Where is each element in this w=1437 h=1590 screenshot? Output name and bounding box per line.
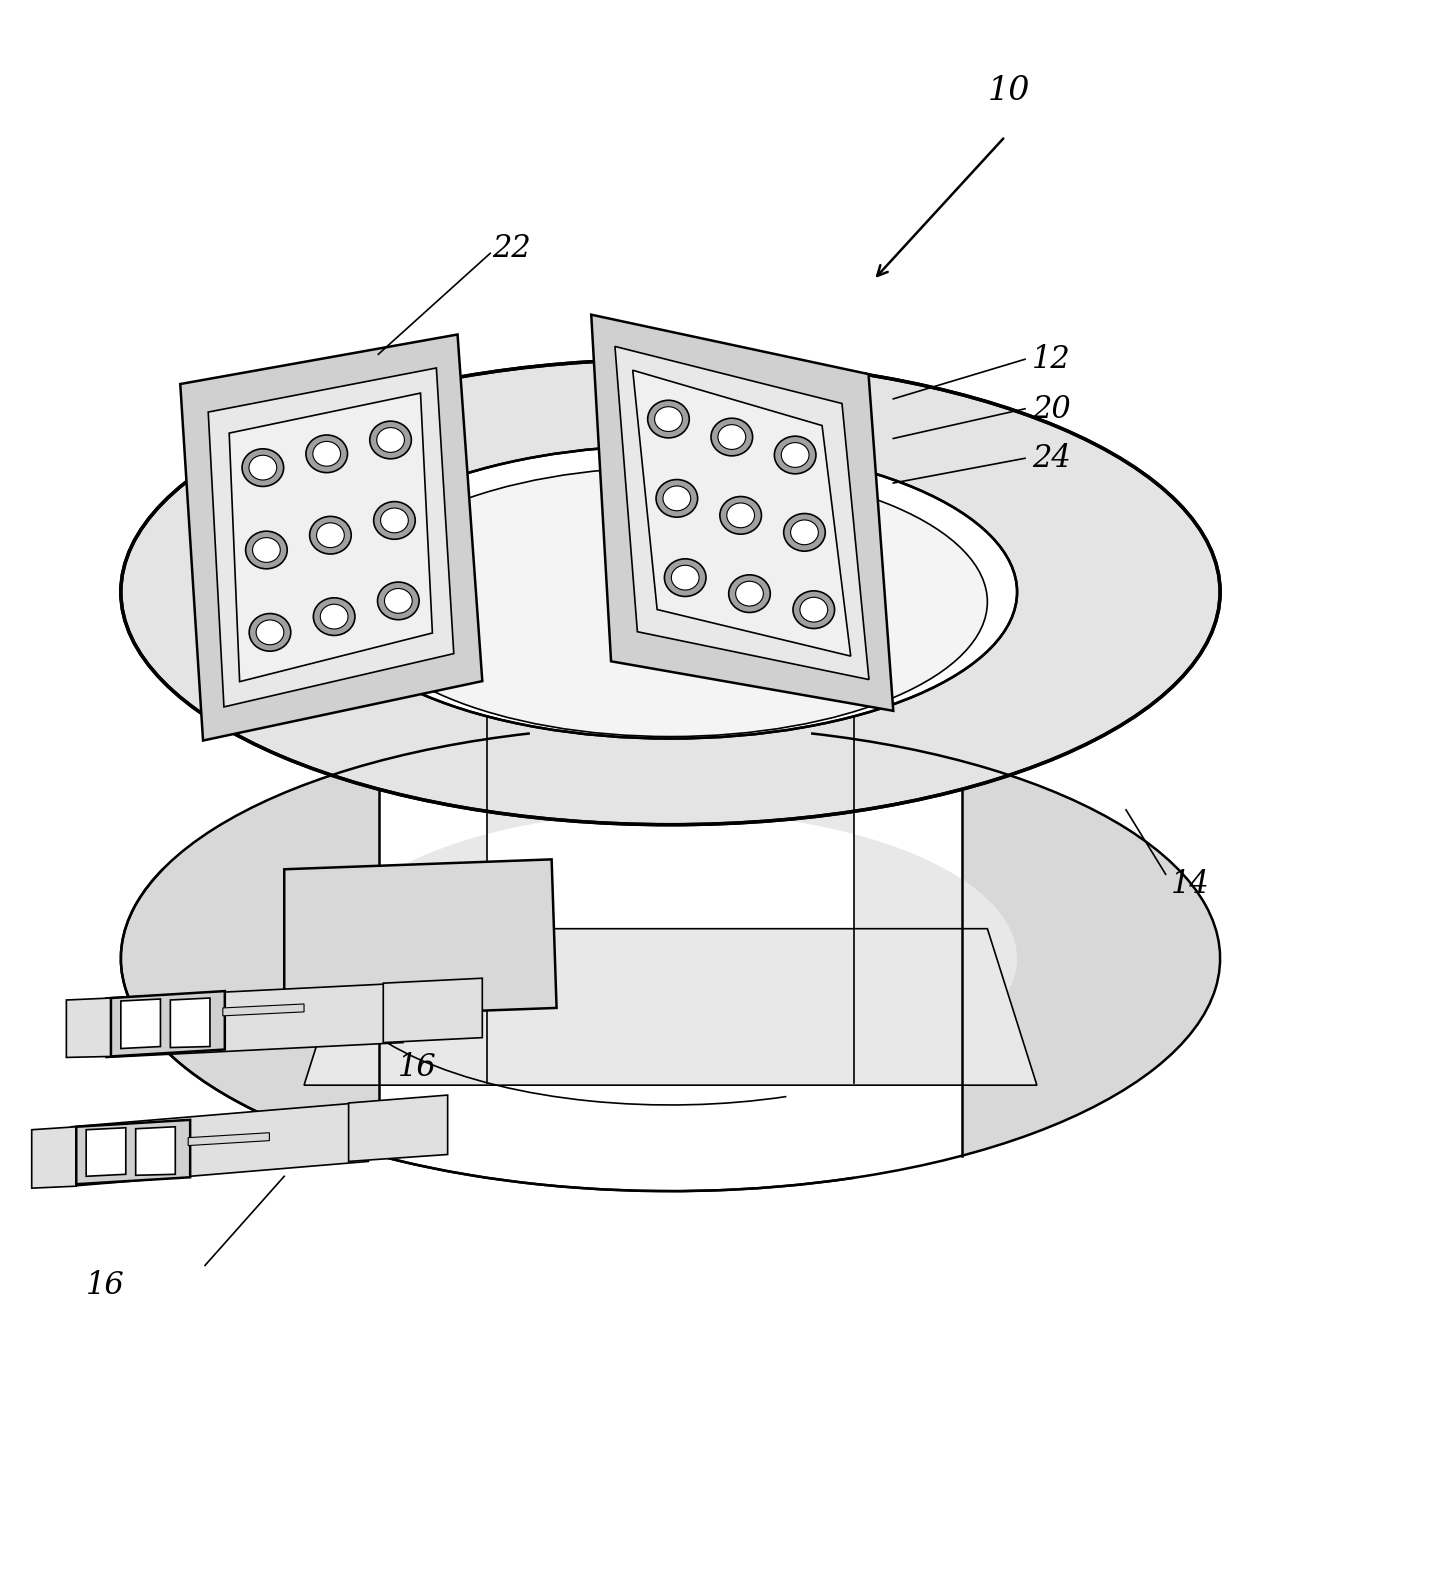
Text: 16: 16 bbox=[86, 1270, 125, 1301]
Ellipse shape bbox=[790, 520, 818, 545]
Ellipse shape bbox=[249, 614, 290, 652]
Text: 14: 14 bbox=[1171, 870, 1210, 900]
Ellipse shape bbox=[782, 442, 809, 467]
Polygon shape bbox=[223, 1003, 305, 1016]
Polygon shape bbox=[349, 1096, 448, 1161]
Polygon shape bbox=[323, 445, 1017, 1083]
Polygon shape bbox=[121, 999, 161, 1048]
Polygon shape bbox=[135, 1127, 175, 1175]
Polygon shape bbox=[76, 1119, 190, 1185]
Ellipse shape bbox=[378, 582, 420, 620]
Text: 12: 12 bbox=[1032, 345, 1071, 375]
Ellipse shape bbox=[718, 425, 746, 450]
Ellipse shape bbox=[720, 496, 762, 534]
Polygon shape bbox=[180, 334, 483, 741]
Ellipse shape bbox=[256, 620, 285, 644]
Polygon shape bbox=[208, 367, 454, 708]
Ellipse shape bbox=[309, 517, 351, 553]
Polygon shape bbox=[305, 929, 1038, 1084]
Polygon shape bbox=[285, 859, 556, 1018]
Polygon shape bbox=[32, 1127, 76, 1188]
Polygon shape bbox=[228, 393, 433, 682]
Polygon shape bbox=[86, 1127, 126, 1177]
Ellipse shape bbox=[736, 582, 763, 606]
Ellipse shape bbox=[320, 604, 348, 630]
Ellipse shape bbox=[121, 359, 1220, 825]
Ellipse shape bbox=[664, 558, 706, 596]
Polygon shape bbox=[111, 991, 224, 1056]
Text: 10: 10 bbox=[987, 75, 1030, 107]
Ellipse shape bbox=[354, 467, 987, 736]
Ellipse shape bbox=[783, 514, 825, 552]
Polygon shape bbox=[384, 978, 483, 1043]
Polygon shape bbox=[66, 999, 111, 1057]
Ellipse shape bbox=[727, 502, 754, 528]
Polygon shape bbox=[188, 1132, 269, 1145]
Text: 22: 22 bbox=[493, 234, 530, 264]
Polygon shape bbox=[106, 983, 402, 1057]
Polygon shape bbox=[615, 347, 869, 679]
Ellipse shape bbox=[246, 531, 287, 569]
Ellipse shape bbox=[711, 418, 753, 456]
Ellipse shape bbox=[775, 436, 816, 474]
Ellipse shape bbox=[249, 455, 277, 480]
Ellipse shape bbox=[241, 448, 283, 487]
Ellipse shape bbox=[381, 509, 408, 533]
Polygon shape bbox=[72, 1102, 368, 1186]
Ellipse shape bbox=[793, 591, 835, 628]
Polygon shape bbox=[632, 370, 851, 657]
Text: 16: 16 bbox=[398, 1053, 437, 1083]
Ellipse shape bbox=[313, 598, 355, 636]
Ellipse shape bbox=[385, 588, 412, 614]
Polygon shape bbox=[591, 315, 894, 711]
Ellipse shape bbox=[374, 501, 415, 539]
Polygon shape bbox=[121, 359, 1220, 1156]
Ellipse shape bbox=[313, 442, 341, 466]
Ellipse shape bbox=[657, 480, 697, 517]
Ellipse shape bbox=[655, 407, 683, 431]
Ellipse shape bbox=[316, 523, 345, 547]
Ellipse shape bbox=[671, 566, 698, 590]
Ellipse shape bbox=[323, 445, 1017, 738]
Polygon shape bbox=[171, 999, 210, 1048]
Text: 20: 20 bbox=[1032, 394, 1071, 425]
Text: 24: 24 bbox=[1032, 444, 1071, 474]
Ellipse shape bbox=[648, 401, 690, 437]
Ellipse shape bbox=[662, 487, 691, 510]
Ellipse shape bbox=[369, 421, 411, 460]
Ellipse shape bbox=[800, 598, 828, 622]
Ellipse shape bbox=[729, 576, 770, 612]
Ellipse shape bbox=[376, 428, 404, 453]
Ellipse shape bbox=[253, 537, 280, 563]
Ellipse shape bbox=[306, 436, 348, 472]
